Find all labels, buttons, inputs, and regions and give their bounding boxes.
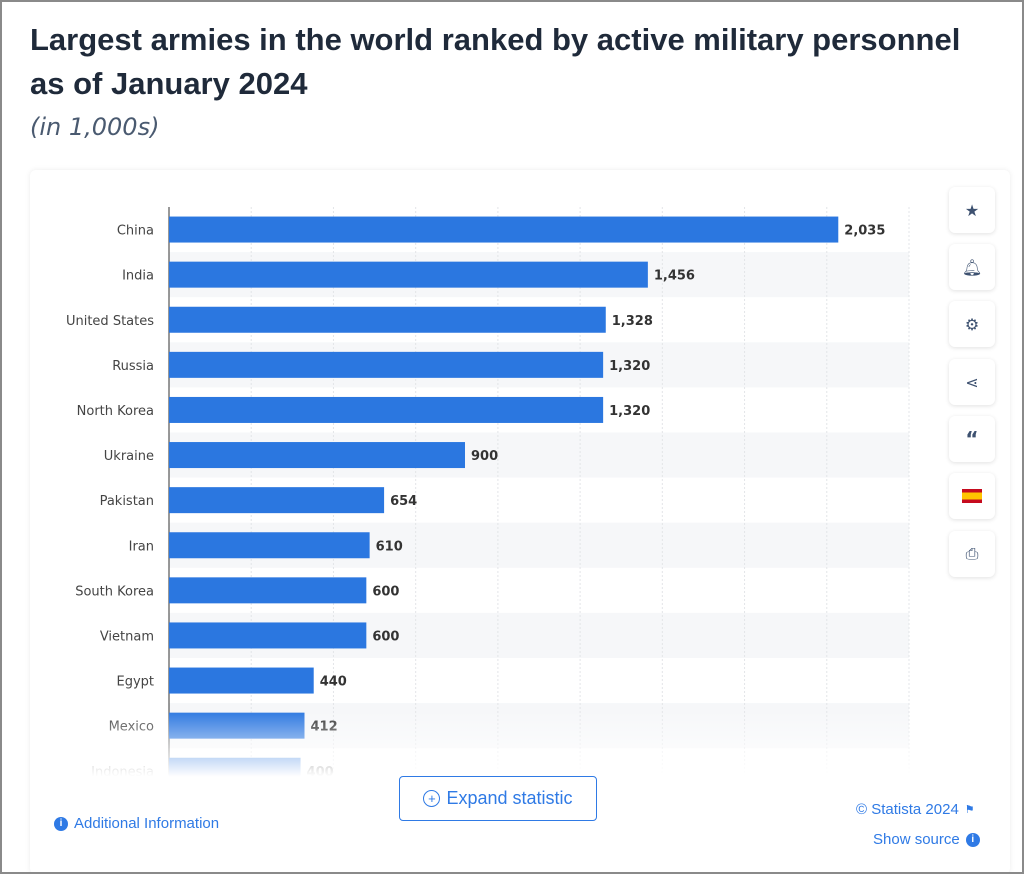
value-label: 1,320 xyxy=(609,404,650,419)
cite-button[interactable]: “ xyxy=(949,416,995,462)
chart-fade xyxy=(30,710,930,780)
chart-subtitle: (in 1,000s) xyxy=(30,113,160,141)
bar xyxy=(169,216,839,243)
value-label: 1,456 xyxy=(654,269,695,284)
category-label: Ukraine xyxy=(104,449,154,464)
flag-icon: ⚑ xyxy=(964,804,975,816)
info-icon: i xyxy=(54,816,68,831)
bar xyxy=(169,667,314,694)
bell-icon: 🔔︎ xyxy=(961,257,983,277)
category-label: Iran xyxy=(129,539,154,554)
bar xyxy=(169,396,604,423)
category-label: United States xyxy=(66,314,154,329)
spain-flag-icon xyxy=(962,489,982,503)
copyright-link[interactable]: © Statista 2024 ⚑ xyxy=(856,801,975,818)
category-label: China xyxy=(117,224,154,239)
print-button[interactable]: ⎙ xyxy=(949,531,995,577)
category-label: India xyxy=(122,269,154,284)
category-label: Pakistan xyxy=(100,494,154,509)
additional-information-link[interactable]: i Additional Information xyxy=(54,815,219,832)
category-label: South Korea xyxy=(75,584,154,599)
share-button[interactable]: ⋖ xyxy=(949,359,995,405)
quote-icon: “ xyxy=(965,427,979,451)
value-label: 2,035 xyxy=(844,224,885,239)
bar-chart: China 2,035 India 1,456 United States 1,328 Ru… xyxy=(66,207,910,780)
bar xyxy=(169,351,604,378)
bar xyxy=(169,442,465,469)
star-icon: ★ xyxy=(964,200,980,220)
gear-icon: ⚙ xyxy=(964,314,980,334)
value-label: 610 xyxy=(376,539,403,554)
value-label: 440 xyxy=(320,675,347,690)
expand-statistic-button[interactable]: + Expand statistic xyxy=(399,776,597,821)
plus-circle-icon: + xyxy=(423,790,441,807)
category-label: Vietnam xyxy=(100,629,154,644)
bar xyxy=(169,487,385,514)
bar xyxy=(169,306,606,333)
favorite-button[interactable]: ★ xyxy=(949,187,995,233)
value-label: 1,328 xyxy=(612,314,653,329)
notification-button[interactable]: 🔔︎ xyxy=(949,244,995,290)
category-label: Russia xyxy=(112,359,154,374)
settings-button[interactable]: ⚙ xyxy=(949,301,995,347)
show-source-link[interactable]: Show source i xyxy=(873,831,980,848)
category-label: Egypt xyxy=(116,675,154,690)
value-label: 654 xyxy=(390,494,417,509)
bar xyxy=(169,261,648,288)
value-label: 600 xyxy=(372,584,399,599)
info-icon: i xyxy=(965,832,980,847)
bar xyxy=(169,622,367,649)
value-label: 900 xyxy=(471,449,498,464)
print-icon: ⎙ xyxy=(965,544,979,563)
additional-info-label: Additional Information xyxy=(74,815,220,832)
language-button[interactable] xyxy=(949,473,995,519)
bar xyxy=(169,577,367,604)
category-label: North Korea xyxy=(77,404,154,419)
chart-card: China 2,035 India 1,456 United States 1,328 Ru… xyxy=(30,170,1010,874)
show-source-label: Show source xyxy=(873,831,960,848)
share-icon: ⋖ xyxy=(965,372,979,392)
value-label: 1,320 xyxy=(609,359,650,374)
copyright-label: © Statista 2024 xyxy=(856,801,959,818)
chart-title: Largest armies in the world ranked by ac… xyxy=(30,22,961,101)
bar xyxy=(169,532,370,559)
chart-header: Largest armies in the world ranked by ac… xyxy=(30,18,990,142)
expand-label: Expand statistic xyxy=(446,788,573,808)
value-label: 600 xyxy=(372,629,399,644)
